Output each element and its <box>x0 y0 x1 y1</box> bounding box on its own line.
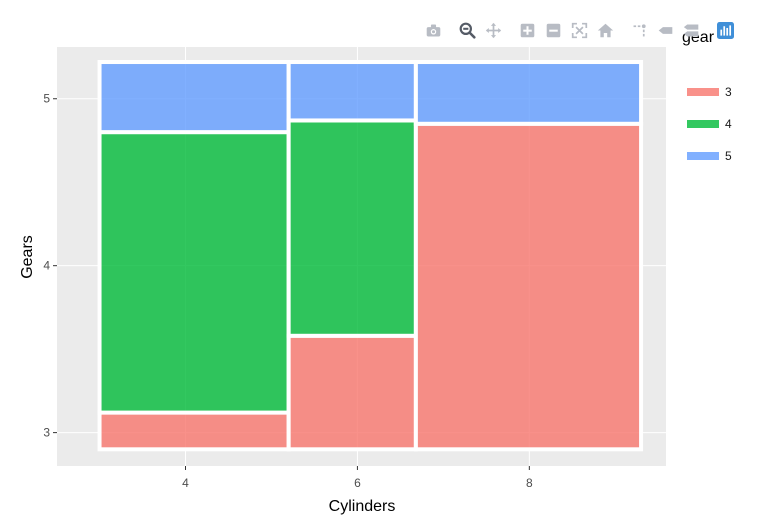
hover-closest-icon[interactable] <box>654 19 676 41</box>
x-tick-label: 4 <box>182 476 189 490</box>
y-tick-label: 4 <box>43 259 50 273</box>
legend-label-3[interactable]: 3 <box>725 85 732 99</box>
x-axis-title: Cylinders <box>329 498 396 515</box>
legend-items[interactable]: 3 4 5 <box>687 85 732 163</box>
y-tick-label: 5 <box>43 92 50 106</box>
autoscale-icon[interactable] <box>568 19 590 41</box>
mosaic-segment-cyl8-gear5[interactable] <box>413 60 644 126</box>
mosaic-segments[interactable] <box>97 60 644 452</box>
mosaic-segment-cyl6-gear4[interactable] <box>286 118 418 338</box>
plotly-logo-icon[interactable] <box>714 19 736 41</box>
legend-swatch-3[interactable] <box>687 88 719 96</box>
mosaic-segment-cyl8-gear3[interactable] <box>413 121 644 452</box>
zoom-icon[interactable] <box>456 19 478 41</box>
legend-label-5[interactable]: 5 <box>725 149 732 163</box>
mosaic-segment-cyl6-gear5[interactable] <box>286 60 418 123</box>
legend-label-4[interactable]: 4 <box>725 117 732 131</box>
modebar <box>422 18 740 42</box>
axis-ticks: 4 6 8 3 4 5 <box>43 92 533 490</box>
mosaic-segment-cyl4-gear5[interactable] <box>97 60 291 135</box>
x-tick-label: 8 <box>526 476 533 490</box>
pan-icon[interactable] <box>482 19 504 41</box>
spike-lines-icon[interactable] <box>628 19 650 41</box>
camera-icon[interactable] <box>422 19 444 41</box>
zoom-in-icon[interactable] <box>516 19 538 41</box>
legend[interactable]: gear 345 <box>682 29 732 163</box>
hover-compare-icon[interactable] <box>680 19 702 41</box>
mosaic-segment-cyl4-gear4[interactable] <box>97 130 291 415</box>
x-tick-label: 6 <box>354 476 361 490</box>
legend-swatch-5[interactable] <box>687 152 719 160</box>
mosaic-segment-cyl4-gear3[interactable] <box>97 410 291 452</box>
legend-swatch-4[interactable] <box>687 120 719 128</box>
home-icon[interactable] <box>594 19 616 41</box>
y-axis-title: Gears <box>19 235 36 279</box>
mosaic-segment-cyl6-gear3[interactable] <box>286 333 418 452</box>
zoom-out-icon[interactable] <box>542 19 564 41</box>
y-tick-label: 3 <box>43 426 50 440</box>
